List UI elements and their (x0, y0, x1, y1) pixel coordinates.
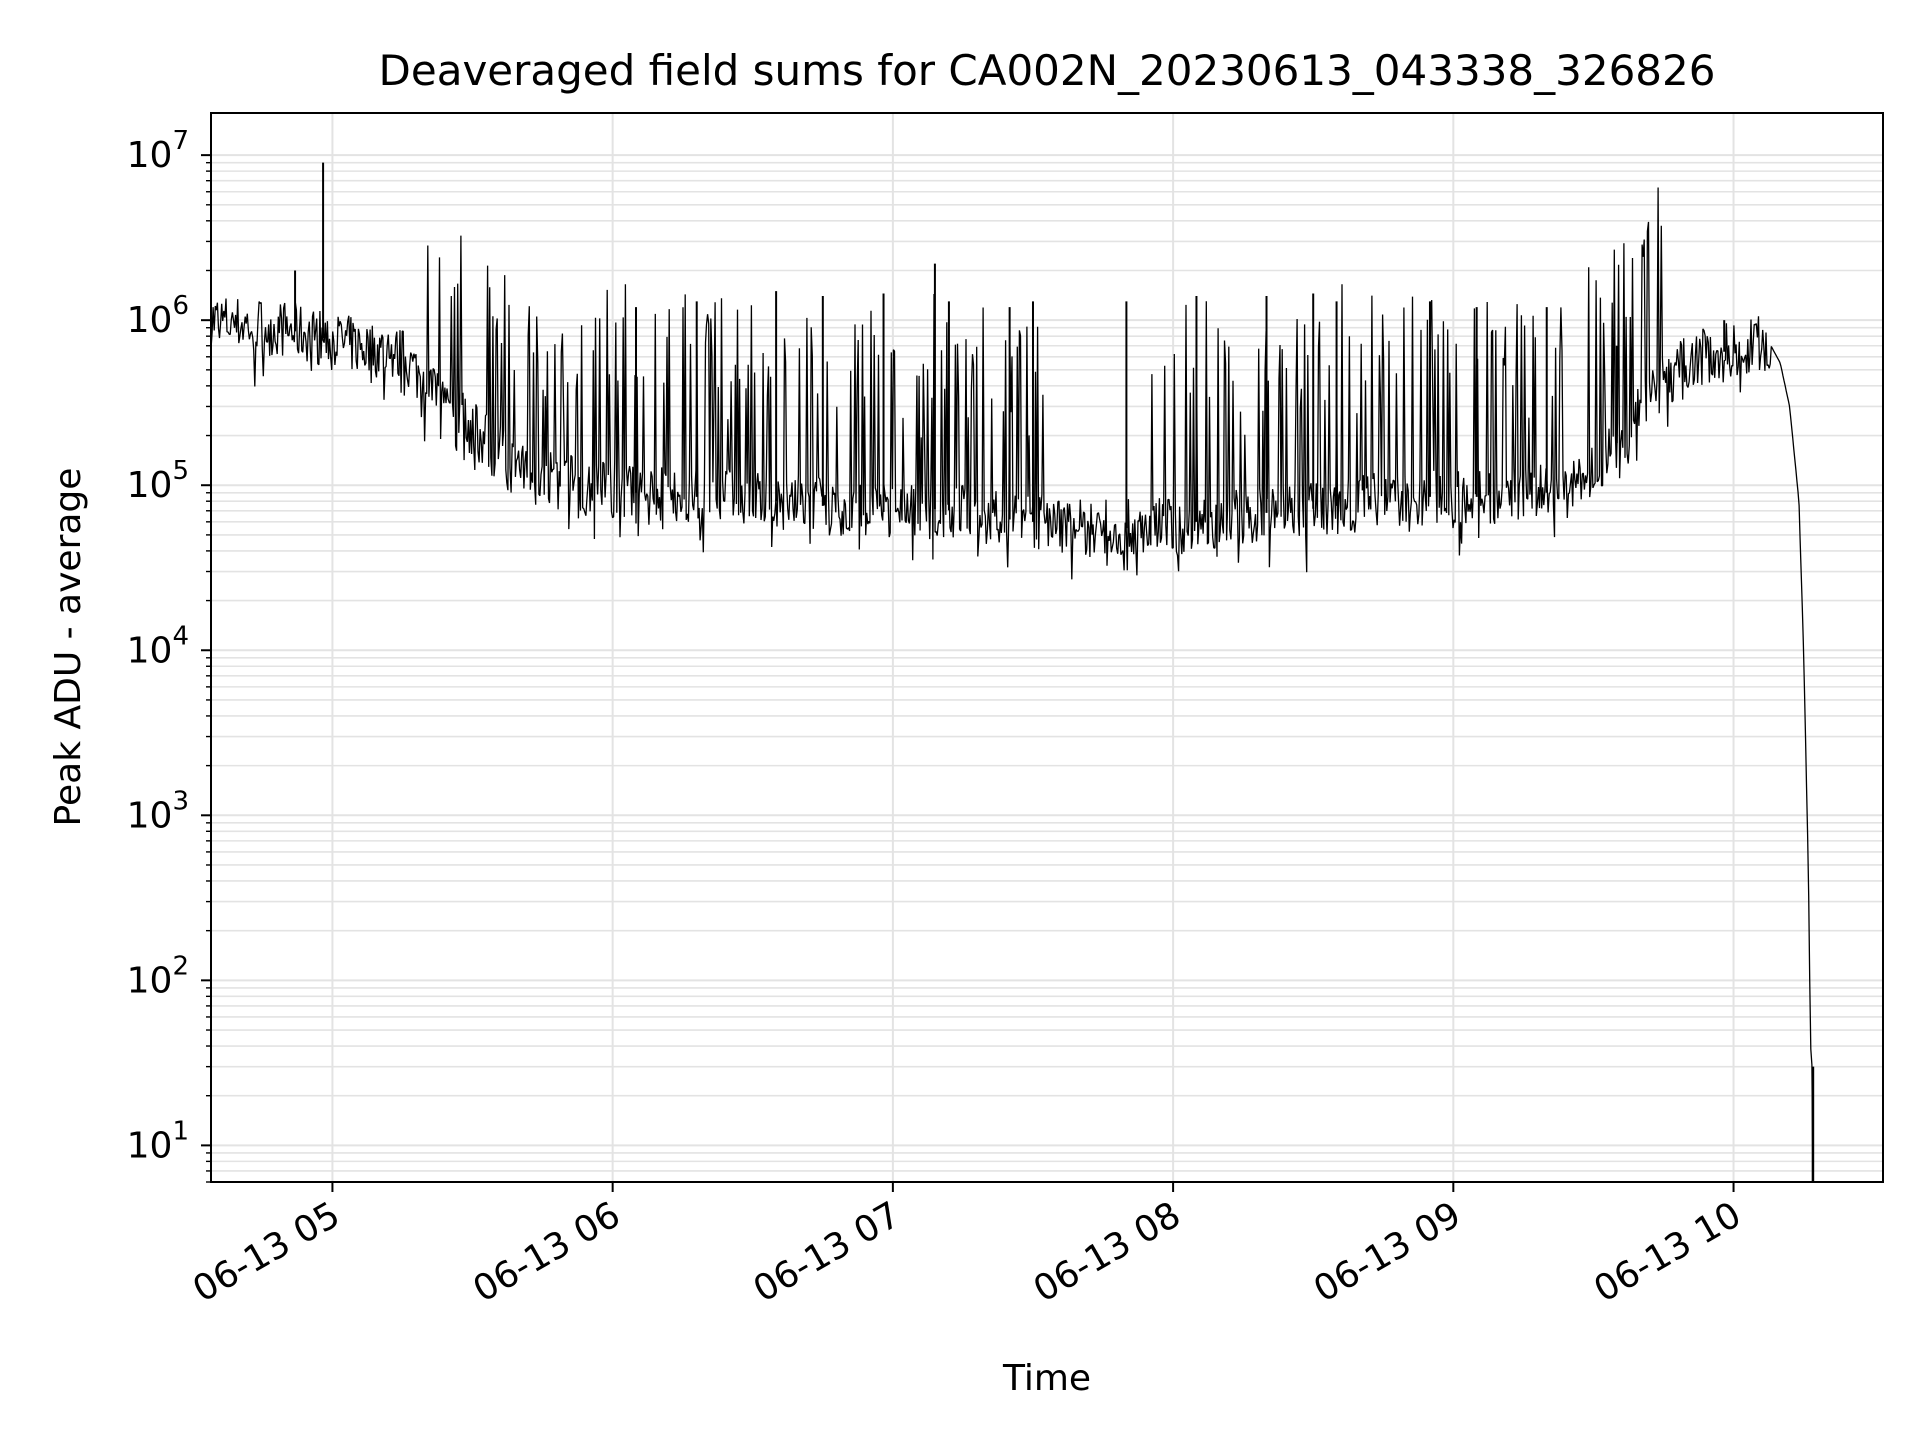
y-tick-label: 101 (127, 1116, 189, 1166)
y-tick-label: 106 (127, 291, 189, 341)
y-axis-label: Peak ADU - average (48, 468, 89, 827)
x-axis-label: Time (1002, 1358, 1091, 1399)
chart-title: Deaveraged field sums for CA002N_2023061… (379, 46, 1716, 95)
y-tick-label: 105 (127, 456, 189, 506)
y-tick-label: 107 (127, 126, 189, 176)
plot-frame (210, 112, 1884, 1183)
y-tick-label: 103 (127, 786, 189, 836)
y-tick-label: 104 (127, 621, 189, 671)
data-layer (210, 162, 1815, 1183)
y-tick-label: 102 (127, 951, 189, 1001)
